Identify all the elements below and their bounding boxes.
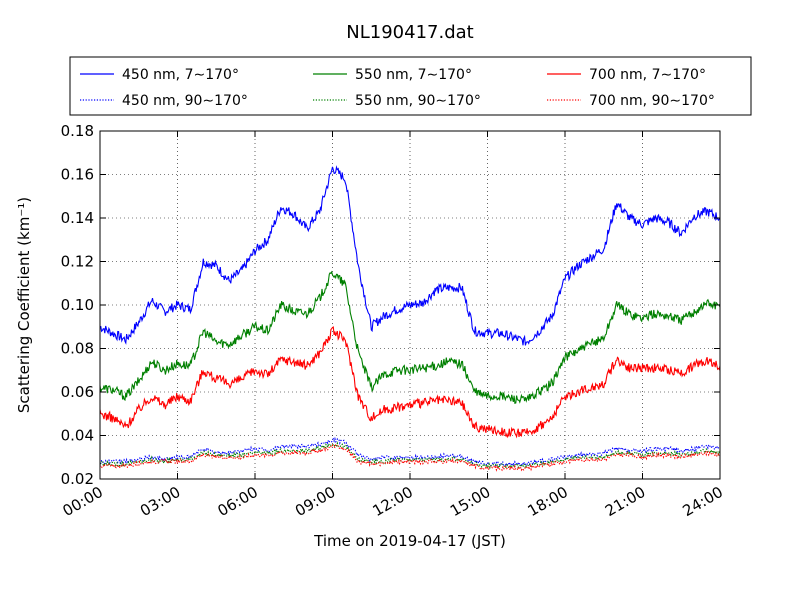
series-line-5	[99, 443, 721, 472]
y-tick-label: 0.06	[61, 383, 94, 401]
y-tick-label: 0.12	[61, 253, 94, 271]
x-tick-label: 06:00	[215, 483, 261, 520]
chart-title: NL190417.dat	[346, 22, 473, 43]
x-tick-label: 24:00	[680, 483, 726, 520]
series-line-0	[99, 165, 721, 346]
legend-label-2: 700 nm, 7∼170°	[589, 67, 706, 83]
x-tick-label: 03:00	[137, 483, 183, 520]
legend-label-4: 550 nm, 90∼170°	[355, 93, 481, 109]
y-tick-label: 0.02	[61, 470, 94, 488]
grid	[100, 131, 720, 479]
x-tick-label: 00:00	[60, 483, 106, 520]
legend-label-1: 550 nm, 7∼170°	[355, 67, 472, 83]
series-line-3	[99, 436, 721, 468]
y-tick-label: 0.10	[61, 296, 94, 314]
x-axis-label: Time on 2019-04-17 (JST)	[313, 532, 506, 550]
series-line-4	[99, 441, 721, 470]
y-tick-label: 0.18	[61, 122, 94, 140]
series-line-1	[99, 270, 721, 405]
legend-label-5: 700 nm, 90∼170°	[589, 93, 715, 109]
legend-label-0: 450 nm, 7∼170°	[122, 67, 239, 83]
series-line-2	[99, 326, 721, 439]
x-tick-label: 21:00	[602, 483, 648, 520]
x-tick-label: 12:00	[370, 483, 416, 520]
x-tick-label: 09:00	[292, 483, 338, 520]
y-tick-label: 0.08	[61, 340, 94, 358]
legend-label-3: 450 nm, 90∼170°	[122, 93, 248, 109]
y-tick-label: 0.04	[61, 427, 94, 445]
x-tick-label: 18:00	[525, 483, 571, 520]
legend: 450 nm, 7∼170° 550 nm, 7∼170° 700 nm, 7∼17…	[69, 56, 752, 116]
y-tick-label: 0.16	[61, 166, 94, 184]
y-tick-label: 0.14	[61, 209, 94, 227]
y-axis-label: Scattering Coefficient (km⁻¹)	[15, 197, 33, 413]
series-layer	[99, 165, 721, 472]
x-tick-label: 15:00	[447, 483, 493, 520]
legend-frame	[69, 56, 752, 116]
